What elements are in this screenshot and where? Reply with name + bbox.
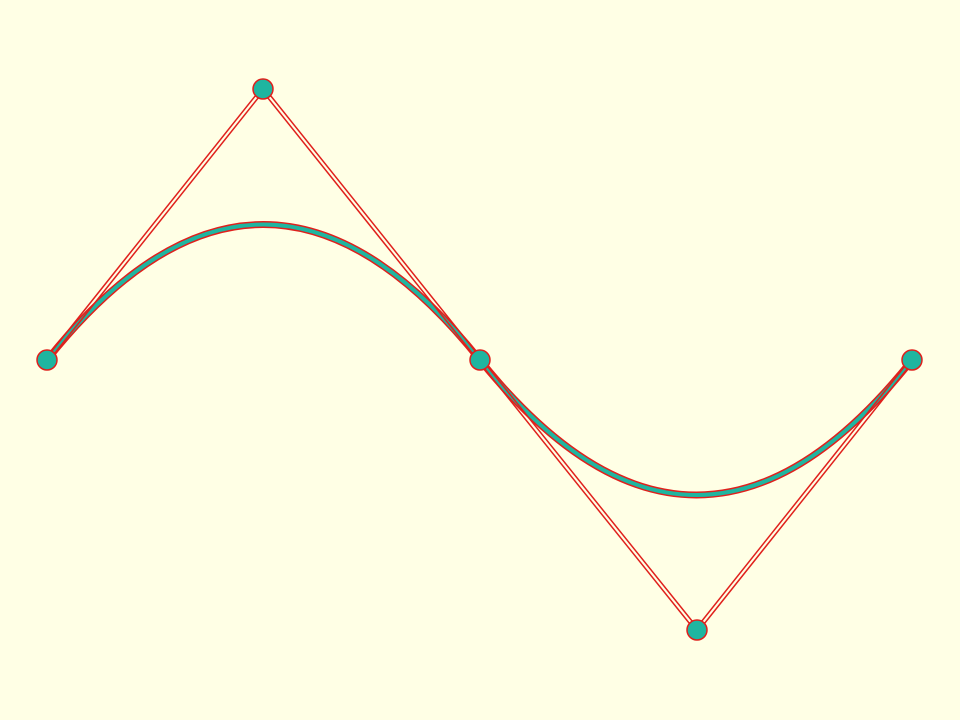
control-line-1-1-1	[45, 87, 263, 360]
control-line-2-1-2	[478, 360, 697, 632]
anchor-1-point[interactable]	[36, 349, 58, 371]
anchor-3-point[interactable]	[901, 349, 923, 371]
control-polygon-layer	[45, 87, 914, 632]
control-line-1-2-2	[261, 89, 480, 362]
control-2-point[interactable]	[686, 619, 708, 641]
control-line-2-2-1	[695, 358, 912, 630]
point-layer	[36, 78, 923, 641]
anchor-2-point[interactable]	[469, 349, 491, 371]
control-line-1-1-2	[47, 89, 265, 362]
control-line-1-2-1	[263, 87, 482, 360]
control-line-2-1-1	[480, 358, 699, 630]
control-line-2-2-2	[697, 360, 914, 632]
control-1-point[interactable]	[252, 78, 274, 100]
